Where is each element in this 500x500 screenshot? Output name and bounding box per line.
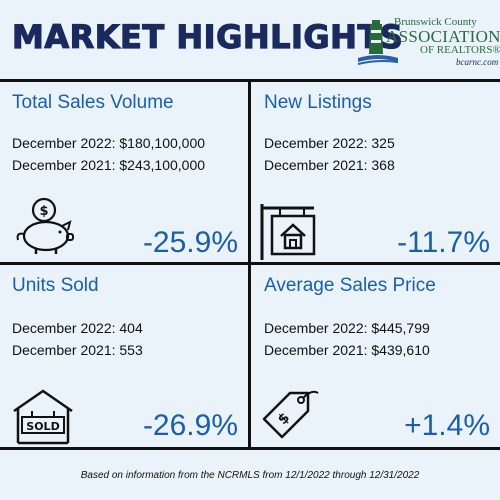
percent-change: -25.9% [142,226,238,259]
stat-line-2021: December 2021: $439,610 [264,342,430,358]
divider-bottom [0,447,500,450]
price-tag-icon: $ [262,390,319,439]
stat-line-2022: December 2022: $180,100,000 [12,135,206,151]
page-title: MARKET HIGHLIGHTS [11,17,404,56]
logo-line-3: OF REALTORS® [420,44,500,56]
card-heading: Units Sold [12,275,99,296]
percent-change: +1.4% [404,409,490,442]
svg-text:$: $ [275,410,293,428]
svg-text:$: $ [39,204,48,219]
stat-line-2021: December 2021: 553 [12,342,143,358]
percent-change: -11.7% [397,226,490,259]
realtors-logo: Brunswick County ASSOCIATION OF REALTORS… [358,14,500,70]
units-sold-card: Units Sold December 2022: 404 December 2… [0,265,248,445]
divider-vertical [248,80,251,447]
card-heading: New Listings [264,92,372,113]
percent-change: -26.9% [142,409,238,442]
stat-line-2022: December 2022: 404 [12,320,143,336]
house-sign-icon [260,204,316,260]
card-heading: Total Sales Volume [12,92,174,113]
sold-sign-icon: SOLD [13,389,73,445]
stat-line-2021: December 2021: $243,100,000 [12,157,206,173]
total-sales-volume-card: Total Sales Volume December 2022: $180,1… [0,82,248,262]
stat-line-2022: December 2022: 325 [264,135,395,151]
logo-line-1: Brunswick County [394,16,477,28]
new-listings-card: New Listings December 2022: 325 December… [252,82,500,262]
logo-line-2: ASSOCIATION [386,27,500,46]
stat-line-2022: December 2022: $445,799 [264,320,430,336]
stat-line-2021: December 2021: 368 [264,157,395,173]
card-heading: Average Sales Price [264,275,436,296]
svg-text:SOLD: SOLD [26,420,59,433]
logo-website: bcarnc.com [456,57,499,67]
piggy-bank-icon: $ [16,197,74,254]
footer-note: Based on information from the NCRMLS fro… [80,470,420,481]
average-sales-price-card: Average Sales Price December 2022: $445,… [252,265,500,445]
lighthouse-logo-icon [358,20,398,65]
